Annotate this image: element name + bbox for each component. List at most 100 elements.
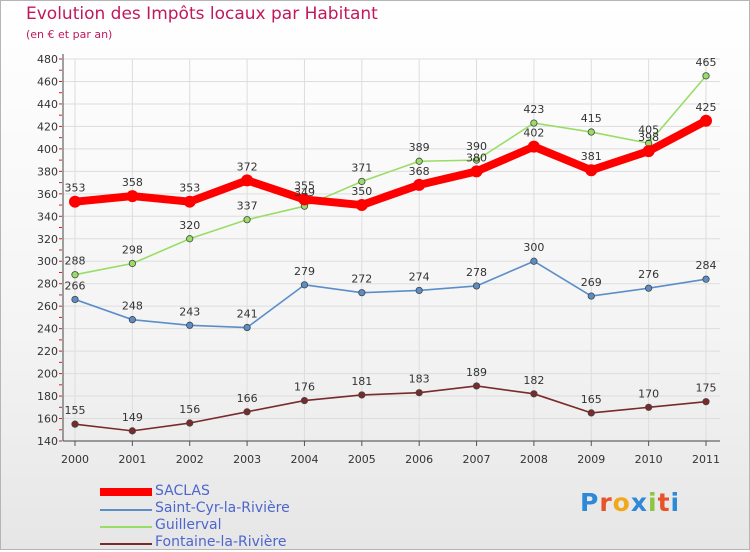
data-label: 349 xyxy=(294,186,315,199)
data-label: 170 xyxy=(638,387,659,400)
x-tick-label: 2004 xyxy=(290,453,318,466)
data-point xyxy=(300,396,309,405)
data-label: 266 xyxy=(65,279,86,292)
data-point xyxy=(128,316,136,324)
data-label: 176 xyxy=(294,381,315,394)
data-point xyxy=(186,235,194,243)
data-label: 279 xyxy=(294,265,315,278)
data-point xyxy=(700,114,712,127)
data-labels: 155 149 156 166 176 181 183 189 182 165 170 175 266 2… xyxy=(65,56,717,424)
data-label: 358 xyxy=(122,176,143,189)
data-label: 181 xyxy=(351,375,372,388)
data-point xyxy=(702,398,710,406)
legend-label: Guillerval xyxy=(155,517,222,533)
legend-swatch xyxy=(100,543,152,545)
data-point xyxy=(183,195,196,208)
data-point xyxy=(645,284,653,292)
series-line-3 xyxy=(74,385,707,432)
data-point xyxy=(415,286,423,295)
legend-swatch xyxy=(100,488,152,496)
y-tick-label: 300 xyxy=(37,255,58,268)
data-point xyxy=(355,199,368,212)
data-label: 165 xyxy=(581,393,602,406)
data-point xyxy=(530,119,538,127)
logo-letter: P xyxy=(580,488,600,517)
data-point xyxy=(527,140,540,153)
legend-item-fontaine: Fontaine-la-Rivière xyxy=(100,534,340,552)
data-point xyxy=(241,174,254,187)
data-point xyxy=(243,408,251,416)
series-layer xyxy=(69,72,712,435)
data-label: 284 xyxy=(696,259,717,272)
series-line-1 xyxy=(74,260,707,329)
data-point xyxy=(702,72,710,80)
data-label: 243 xyxy=(179,305,200,318)
legend-item-guillerval: Guillerval xyxy=(100,517,340,535)
x-tick-label: 2001 xyxy=(118,453,146,466)
x-tick-label: 2000 xyxy=(61,453,89,466)
y-tick-label: 220 xyxy=(37,345,58,358)
series-line-2 xyxy=(74,75,707,276)
legend-label: SACLAS xyxy=(155,483,210,499)
series-line-0 xyxy=(71,116,710,210)
data-point xyxy=(300,281,309,289)
data-label: 175 xyxy=(696,382,717,395)
legend-item-saint-cyr: Saint-Cyr-la-Rivière xyxy=(100,500,340,518)
logo-letter: i xyxy=(670,488,681,517)
data-point xyxy=(642,145,655,158)
y-tick-label: 360 xyxy=(37,188,58,201)
data-label: 337 xyxy=(237,200,258,213)
grid xyxy=(63,58,720,442)
data-point xyxy=(186,321,194,329)
data-label: 149 xyxy=(122,411,143,424)
data-label: 372 xyxy=(237,160,258,173)
data-label: 288 xyxy=(65,255,86,268)
data-label: 380 xyxy=(466,151,487,164)
data-label: 415 xyxy=(581,112,602,125)
y-tick-label: 160 xyxy=(37,413,58,426)
data-label: 189 xyxy=(466,366,487,379)
logo-letter: t xyxy=(657,488,671,517)
y-tick-label: 200 xyxy=(37,368,58,381)
proxiti-logo: Proxiti xyxy=(580,488,680,517)
legend-label: Saint-Cyr-la-Rivière xyxy=(155,500,290,516)
data-label: 381 xyxy=(581,150,602,163)
data-label: 368 xyxy=(409,165,430,178)
logo-letter: i xyxy=(648,488,658,517)
data-point xyxy=(472,382,481,390)
data-label: 298 xyxy=(122,243,143,256)
data-point xyxy=(472,282,481,290)
data-label: 353 xyxy=(65,182,86,195)
data-label: 350 xyxy=(351,185,372,198)
x-tick-label: 2005 xyxy=(348,453,376,466)
y-tick-label: 280 xyxy=(37,278,58,291)
data-label: 353 xyxy=(179,182,200,195)
data-label: 278 xyxy=(466,266,487,279)
data-label: 274 xyxy=(409,270,430,283)
y-tick-label: 340 xyxy=(37,210,58,223)
data-label: 423 xyxy=(523,103,544,116)
data-label: 300 xyxy=(523,241,544,254)
data-point xyxy=(358,177,366,186)
x-tick-label: 2010 xyxy=(635,453,663,466)
x-tick-label: 2009 xyxy=(577,453,605,466)
data-label: 320 xyxy=(179,219,200,232)
data-point xyxy=(413,178,426,191)
data-label: 389 xyxy=(409,141,430,154)
x-tick-label: 2003 xyxy=(233,453,261,466)
data-point xyxy=(470,165,483,178)
data-label: 402 xyxy=(523,127,544,140)
x-tick-label: 2007 xyxy=(463,453,491,466)
logo-letter: r xyxy=(599,488,613,517)
data-point xyxy=(587,292,595,300)
legend-swatch xyxy=(100,526,152,528)
y-tick-label: 480 xyxy=(37,53,58,66)
data-point xyxy=(243,323,251,332)
y-tick-label: 260 xyxy=(37,300,58,313)
y-tick-label: 380 xyxy=(37,165,58,178)
data-point xyxy=(358,391,366,399)
data-label: 248 xyxy=(122,300,143,313)
data-label: 183 xyxy=(409,373,430,386)
y-tick-label: 180 xyxy=(37,390,58,403)
